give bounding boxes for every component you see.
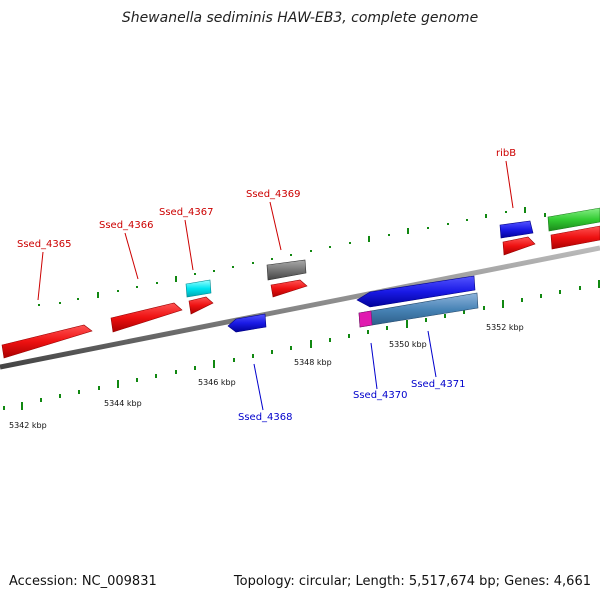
gene-ssed-4371[interactable] xyxy=(358,292,479,328)
scale-label-5342: 5342 kbp xyxy=(9,421,47,430)
scale-label-5350: 5350 kbp xyxy=(389,340,427,349)
gene-ribb-blue[interactable] xyxy=(499,220,534,239)
gene-ssed-4369-gray[interactable] xyxy=(266,259,307,281)
genome-title: Shewanella sediminis HAW-EB3, complete g… xyxy=(121,10,479,26)
gene-ssed-4367-cyan[interactable] xyxy=(185,279,212,298)
gene-right-red[interactable] xyxy=(550,225,600,250)
scale-label-5348: 5348 kbp xyxy=(294,358,332,367)
label-ribb: ribB xyxy=(496,148,516,159)
forward-leader-lines xyxy=(37,160,514,301)
scale-label-5344: 5344 kbp xyxy=(104,399,142,408)
forward-tick-row xyxy=(38,207,585,306)
reverse-leader-lines xyxy=(253,330,437,411)
label-ssed-4366: Ssed_4366 xyxy=(99,220,154,231)
reverse-tick-row xyxy=(3,280,600,410)
gene-ssed-4366[interactable] xyxy=(110,302,183,333)
gene-ssed-4365[interactable] xyxy=(1,324,93,359)
gene-right-green[interactable] xyxy=(547,207,600,232)
accession-text: Accession: NC_009831 xyxy=(9,574,157,589)
label-ssed-4369: Ssed_4369 xyxy=(246,189,301,200)
label-ssed-4371: Ssed_4371 xyxy=(411,379,466,390)
genome-backbone xyxy=(0,245,600,370)
scale-label-5352: 5352 kbp xyxy=(486,323,524,332)
gene-ribb-red[interactable] xyxy=(502,236,536,256)
gene-ssed-4371-start-marker xyxy=(358,310,373,328)
label-ssed-4365: Ssed_4365 xyxy=(17,239,72,250)
gene-ssed-4368[interactable] xyxy=(227,313,267,333)
gene-ssed-4370[interactable] xyxy=(356,275,476,308)
gene-ssed-4369-red[interactable] xyxy=(270,279,308,298)
gene-ssed-4367[interactable] xyxy=(188,296,214,315)
genome-summary-text: Topology: circular; Length: 5,517,674 bp… xyxy=(233,574,591,589)
label-ssed-4370: Ssed_4370 xyxy=(353,390,408,401)
label-ssed-4368: Ssed_4368 xyxy=(238,412,293,423)
label-ssed-4367: Ssed_4367 xyxy=(159,207,214,218)
scale-label-5346: 5346 kbp xyxy=(198,378,236,387)
